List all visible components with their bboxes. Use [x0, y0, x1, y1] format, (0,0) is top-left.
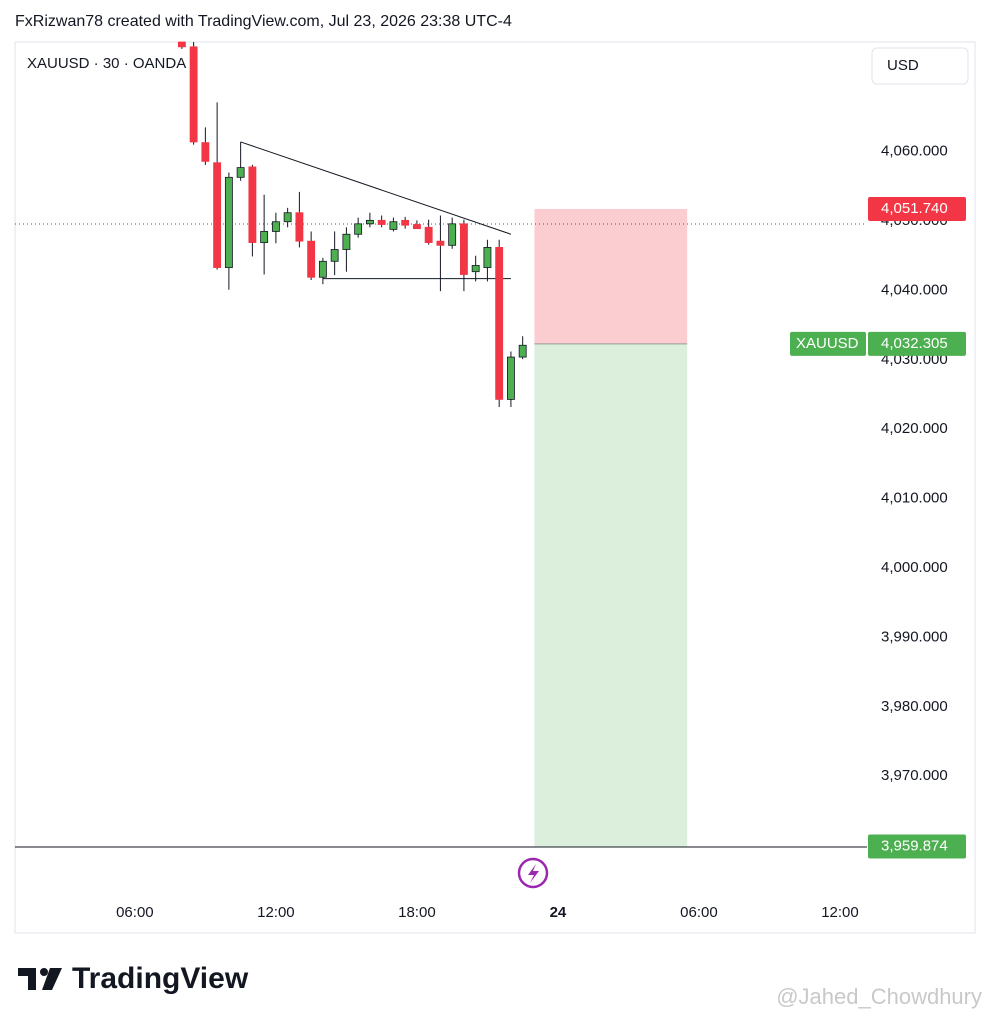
- candle-body: [342, 233, 351, 250]
- candle-body: [495, 247, 504, 400]
- x-tick-label: 06:00: [680, 904, 718, 921]
- y-tick-label: 3,970.000: [881, 767, 948, 784]
- event-bolt: [528, 864, 539, 883]
- candle-body: [177, 41, 186, 48]
- x-tick-label: 18:00: [398, 904, 436, 921]
- stop-label: 4,051.740: [881, 200, 948, 217]
- candle-body: [248, 166, 257, 243]
- candle-body: [283, 212, 292, 223]
- candle-body: [295, 212, 304, 242]
- candle-body: [377, 219, 386, 225]
- candle-body: [307, 240, 316, 278]
- candle-body: [236, 167, 245, 178]
- candle-body: [224, 176, 233, 268]
- target-zone: [534, 343, 688, 847]
- x-tick-label: 06:00: [116, 904, 154, 921]
- symbol-badge-bg: [790, 331, 866, 356]
- y-tick-label: 4,020.000: [881, 420, 948, 437]
- x-tick-label: 12:00: [257, 904, 295, 921]
- attribution: FxRizwan78 created with TradingView.com,…: [15, 13, 512, 30]
- candle-body: [365, 219, 374, 225]
- y-tick-label: 4,060.000: [881, 143, 948, 160]
- event-icon[interactable]: [517, 857, 549, 889]
- symbol-badge: XAUUSD: [796, 335, 859, 352]
- candle-body: [330, 249, 339, 262]
- candle-body: [424, 226, 433, 243]
- symbol-label: XAUUSD · 30 · OANDA: [27, 55, 186, 72]
- target-label-bg: [868, 834, 966, 859]
- currency[interactable]: USD: [887, 57, 919, 74]
- candle-body: [318, 260, 327, 278]
- candle-body: [506, 356, 515, 400]
- logo: TradingView: [72, 962, 249, 995]
- last-price-label: 4,032.305: [881, 335, 948, 352]
- x-tick-label: 12:00: [821, 904, 859, 921]
- y-tick-label: 4,000.000: [881, 559, 948, 576]
- y-tick-label: 4,010.000: [881, 490, 948, 507]
- target-label: 3,959.874: [881, 837, 948, 854]
- candle-body: [518, 344, 527, 358]
- candle-body: [260, 231, 269, 243]
- candle-body: [213, 162, 222, 268]
- y-tick-label: 4,040.000: [881, 281, 948, 298]
- candle-body: [189, 46, 198, 143]
- logo-mark: [18, 968, 62, 990]
- candle-body: [436, 240, 445, 246]
- stop-label-bg: [868, 196, 966, 221]
- candle-body: [471, 265, 480, 273]
- candle-body: [389, 221, 398, 230]
- y-tick-label: 3,990.000: [881, 628, 948, 645]
- candle-body: [271, 221, 280, 232]
- x-tick-label: 24: [550, 904, 567, 921]
- plot: [15, 41, 867, 847]
- stop-zone: [534, 208, 688, 344]
- frame: [14, 41, 976, 934]
- candle-body: [354, 223, 363, 235]
- candle-body: [412, 224, 421, 230]
- last-price-label-bg: [868, 331, 966, 356]
- candle-body: [201, 142, 210, 162]
- currency-button[interactable]: [871, 47, 969, 85]
- candle-body: [448, 223, 457, 246]
- candle-body: [401, 219, 410, 226]
- candle-body: [459, 223, 468, 275]
- y-tick-label: 3,980.000: [881, 698, 948, 715]
- candle-body: [483, 247, 492, 268]
- watermark: @Jahed_Chowdhury: [776, 984, 982, 1009]
- trendline: [240, 141, 512, 235]
